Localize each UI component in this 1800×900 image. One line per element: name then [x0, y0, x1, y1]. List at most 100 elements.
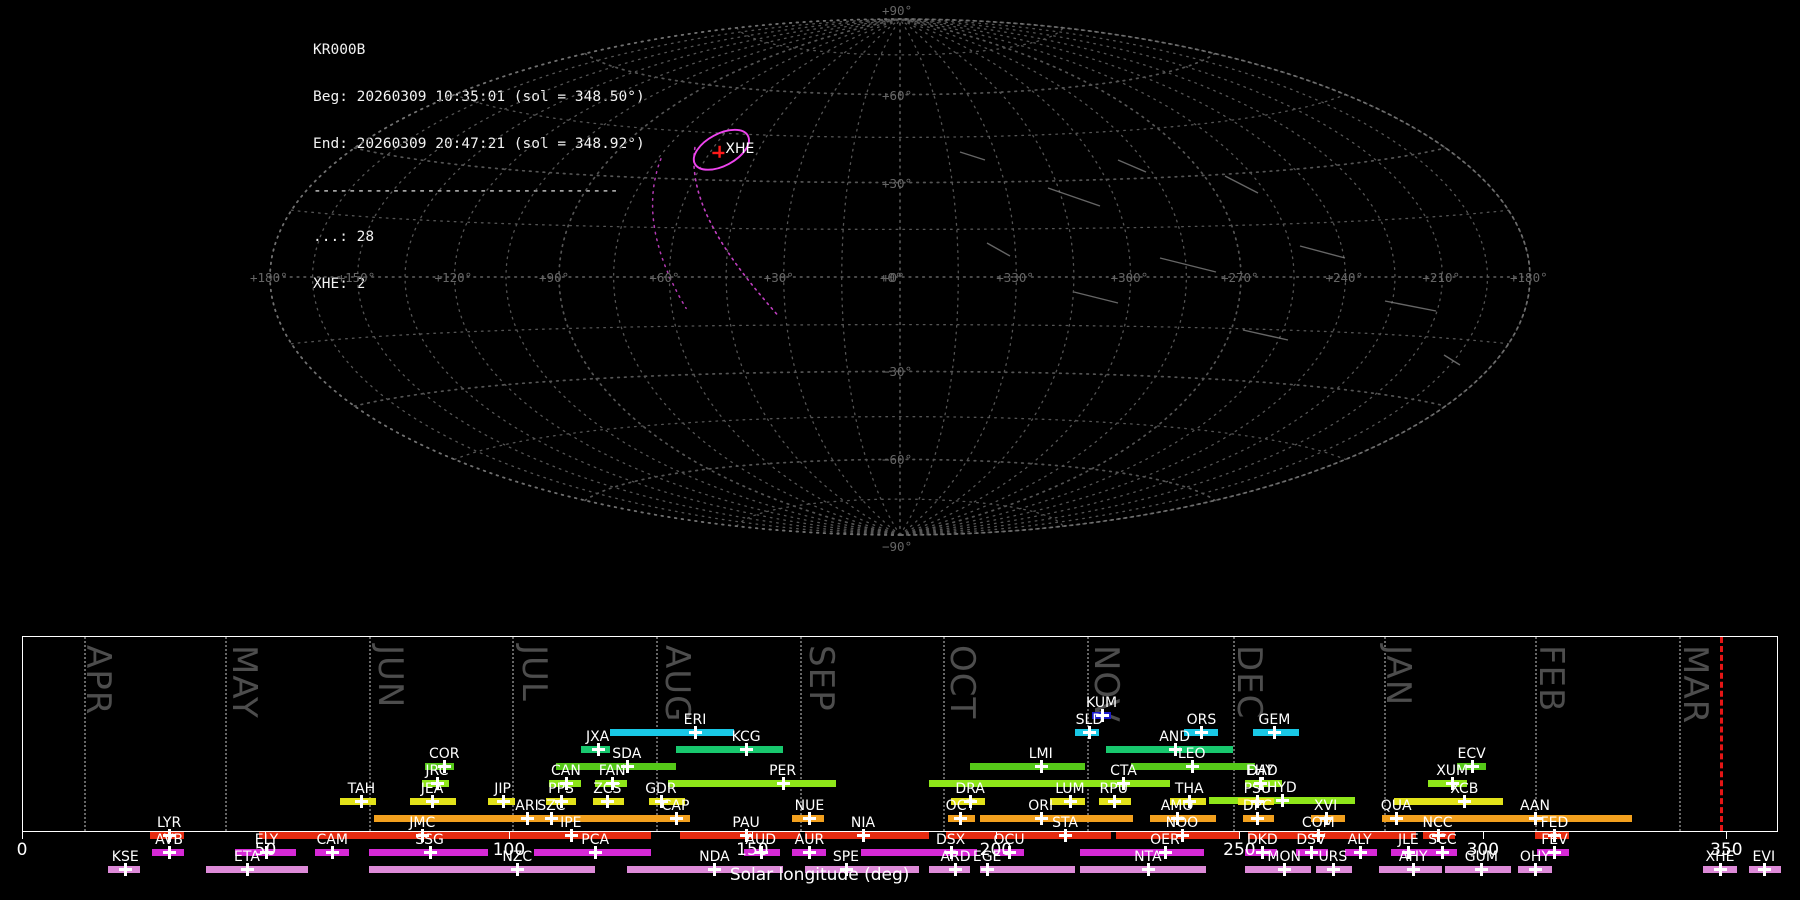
- shower-peak-marker: [438, 760, 452, 773]
- axis-tick-label: 150: [736, 840, 769, 860]
- timeline-plot-area: APR MAY JUN JUL AUG SEP OCT NOV DEC JAN FEB MAR KUM S…: [23, 637, 1781, 876]
- shower-code-label: URS: [1318, 849, 1348, 865]
- shower-code-label: CAP: [661, 798, 690, 814]
- lon-tick-label: +90°: [539, 270, 570, 285]
- shower-code-label: XVI: [1313, 798, 1338, 814]
- shower-peak-marker: [119, 863, 133, 876]
- shower-activity-bar[interactable]: [1079, 849, 1204, 856]
- shower-activity-bar[interactable]: [979, 815, 1134, 822]
- shower-peak-marker: [426, 795, 440, 808]
- shower-activity-bar[interactable]: [205, 866, 308, 873]
- shower-peak-marker: [1757, 863, 1771, 876]
- shower-peak-marker: [1107, 795, 1121, 808]
- shower-peak-marker: [1034, 812, 1048, 825]
- shower-peak-marker: [654, 795, 668, 808]
- shower-activity-bar[interactable]: [928, 866, 971, 873]
- month-separator: [799, 637, 802, 831]
- shower-activity-bar[interactable]: [668, 780, 837, 787]
- axis-tick: [265, 832, 267, 839]
- shower-code-label: SCC: [1428, 832, 1457, 848]
- shower-activity-bar[interactable]: [680, 832, 800, 839]
- shower-activity-bar[interactable]: [804, 866, 919, 873]
- shower-peak-marker: [430, 777, 444, 790]
- shower-peak-marker: [740, 743, 754, 756]
- shower-activity-bar[interactable]: [373, 815, 583, 822]
- shower-activity-bar[interactable]: [945, 832, 1112, 839]
- shower-code-label: XCB: [1450, 781, 1479, 797]
- shower-code-label: NDA: [699, 849, 730, 865]
- lat-tick-label: −90°: [882, 539, 913, 554]
- shower-activity-bar[interactable]: [556, 763, 676, 770]
- shower-activity-timeline[interactable]: APR MAY JUN JUL AUG SEP OCT NOV DEC JAN FEB MAR KUM S…: [22, 636, 1781, 876]
- shower-peak-marker: [163, 829, 177, 842]
- shower-code-label: AUR: [794, 832, 825, 848]
- shower-peak-marker: [326, 846, 340, 859]
- aitoff-projection-grid: [269, 18, 1531, 536]
- shower-peak-marker: [1059, 829, 1073, 842]
- shower-peak-marker: [1083, 726, 1097, 739]
- shower-activity-bar[interactable]: [675, 746, 783, 753]
- lon-tick-label: +150°: [337, 270, 376, 285]
- shower-activity-bar[interactable]: [1410, 815, 1633, 822]
- lon-tick-label: +180°: [1510, 270, 1548, 285]
- shower-activity-bar[interactable]: [1247, 832, 1416, 839]
- shower-activity-bar[interactable]: [626, 866, 783, 873]
- shower-code-label: LEO: [1177, 746, 1206, 762]
- month-separator: [943, 637, 946, 831]
- lat-tick-label: +90°: [882, 3, 913, 18]
- month-separator: [225, 637, 228, 831]
- axis-tick: [22, 832, 23, 839]
- shower-code-label: NZC: [502, 849, 533, 865]
- radiant-label-xhe: XHE: [725, 140, 755, 157]
- shower-activity-bar[interactable]: [928, 780, 1170, 787]
- shower-activity-bar[interactable]: [259, 832, 542, 839]
- shower-peak-marker: [1141, 863, 1155, 876]
- shower-activity-bar[interactable]: [609, 729, 734, 736]
- shower-peak-marker: [803, 846, 817, 859]
- shower-peak-marker: [1390, 812, 1404, 825]
- axis-tick-label: 50: [254, 840, 277, 860]
- shower-peak-marker: [1003, 846, 1017, 859]
- shower-activity-bar[interactable]: [860, 849, 978, 856]
- shower-code-label: OCT: [945, 798, 976, 814]
- shower-code-label: ARD: [940, 849, 971, 865]
- shower-code-label: ECV: [1457, 746, 1486, 762]
- shower-activity-bar[interactable]: [368, 866, 596, 873]
- shower-activity-bar[interactable]: [1245, 866, 1311, 873]
- month-separator: [1384, 637, 1386, 831]
- shower-code-label: EGE: [972, 849, 1002, 865]
- shower-code-label: MON: [1267, 849, 1301, 865]
- shower-code-label: OER: [1150, 832, 1180, 848]
- shower-activity-bar[interactable]: [979, 866, 1075, 873]
- lat-tick-label: +60°: [882, 87, 913, 103]
- shower-code-label: GEM: [1258, 712, 1291, 728]
- month-label: JAN: [1377, 645, 1418, 707]
- shower-peak-marker: [1175, 829, 1189, 842]
- shower-peak-marker: [1183, 795, 1197, 808]
- sky-map-panel[interactable]: +180° +150° +120° +90° +60° +30° +0° +330° +300°…: [0, 0, 1800, 620]
- shower-peak-marker: [839, 863, 853, 876]
- shower-activity-bar[interactable]: [970, 763, 1085, 770]
- shower-peak-marker: [1063, 795, 1077, 808]
- shower-peak-marker: [1034, 760, 1048, 773]
- shower-code-label: DPC: [1242, 798, 1272, 814]
- lon-tick-label: +210°: [1422, 270, 1461, 285]
- shower-peak-marker: [511, 863, 525, 876]
- axis-tick-label: 250: [1223, 840, 1256, 860]
- shower-code-label: XUM: [1436, 763, 1469, 779]
- shower-peak-marker: [1168, 743, 1182, 756]
- shower-activity-bar[interactable]: [575, 815, 691, 822]
- header-rule: -----------------------------------: [313, 182, 619, 199]
- shower-code-label: ALY: [1347, 832, 1372, 848]
- shower-activity-bar[interactable]: [1393, 798, 1504, 805]
- shower-peak-marker: [949, 863, 963, 876]
- shower-code-label: DSX: [935, 832, 966, 848]
- shower-code-label: JIP: [494, 781, 511, 797]
- shower-code-label: HYD: [1266, 780, 1297, 796]
- shower-peak-marker: [589, 846, 603, 859]
- shower-peak-marker: [708, 863, 722, 876]
- axis-tick: [508, 832, 510, 839]
- shower-code-label: LUM: [1055, 781, 1085, 797]
- shower-peak-marker: [1268, 726, 1282, 739]
- shower-activity-bar[interactable]: [534, 832, 652, 839]
